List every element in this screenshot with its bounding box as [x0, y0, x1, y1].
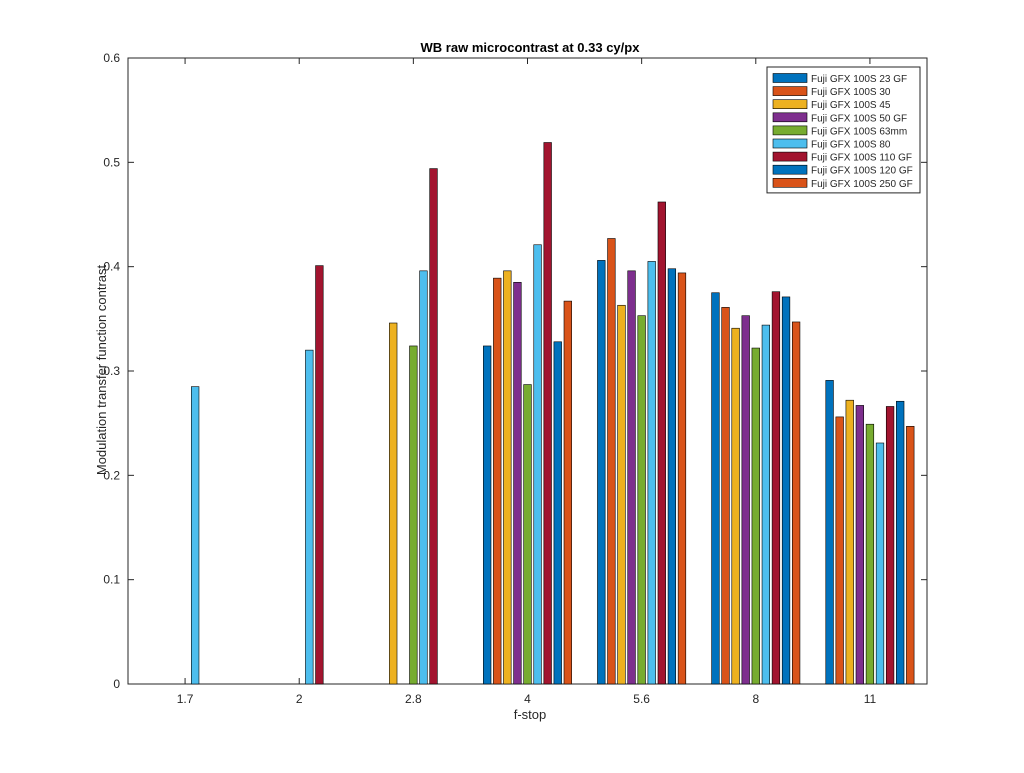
chart-title: WB raw microcontrast at 0.33 cy/px: [421, 40, 641, 55]
y-tick-label: 0.1: [103, 573, 120, 587]
bar-8-series-4: [741, 315, 750, 685]
bar-5.6-series-2: [607, 238, 616, 685]
legend-swatch: [772, 125, 808, 136]
y-tick-label: 0.5: [103, 155, 120, 169]
bar-11-series-3: [845, 399, 854, 685]
legend-label: Fuji GFX 100S 80: [811, 140, 891, 151]
bar-11-series-8: [896, 400, 905, 685]
bar-5.6-series-3: [617, 304, 626, 685]
bar-11-series-1: [825, 380, 834, 685]
bar-5.6-series-7: [657, 201, 666, 685]
bar-4-series-8: [553, 341, 562, 685]
bar-8-series-2: [721, 307, 730, 685]
legend-swatch: [772, 86, 808, 96]
legend-swatch: [772, 73, 808, 83]
x-tick-label: 2: [296, 692, 303, 706]
bar-8-series-8: [781, 296, 791, 685]
bar-2.8-series-3: [389, 322, 398, 685]
bar-1.7-series-6: [191, 386, 200, 685]
bar-2.8-series-5: [409, 345, 418, 685]
legend-swatch: [772, 164, 808, 175]
legend-label: Fuji GFX 100S 30: [811, 87, 891, 98]
bar-4-series-5: [523, 384, 532, 685]
bar-5.6-series-5: [637, 315, 646, 685]
legend-label: Fuji GFX 100S 23 GF: [811, 74, 907, 85]
y-tick-label: 0.2: [103, 468, 120, 482]
bar-8-series-5: [751, 347, 760, 685]
legend-label: Fuji GFX 100S 63mm: [811, 126, 907, 137]
x-tick-label: 11: [864, 692, 877, 706]
x-tick-label: 2.8: [405, 692, 422, 706]
bar-11-series-7: [885, 406, 895, 685]
bar-4-series-1: [483, 345, 492, 685]
bar-8-series-1: [711, 292, 720, 685]
bar-8-series-9: [791, 321, 801, 685]
bar-8-series-7: [771, 291, 781, 685]
bar-5.6-series-8: [667, 268, 677, 685]
y-axis-label: Modulation transfer function contrast: [94, 264, 109, 475]
bar-11-series-6: [875, 442, 885, 685]
bar-2.8-series-6: [419, 270, 428, 685]
bar-4-series-4: [513, 282, 522, 685]
x-tick-label: 8: [752, 692, 759, 706]
legend-label: Fuji GFX 100S 45: [811, 100, 891, 111]
bar-5.6-series-4: [627, 270, 636, 685]
legend-swatch: [772, 112, 808, 123]
bar-5.6-series-6: [647, 261, 656, 685]
y-tick-label: 0.3: [103, 364, 120, 378]
bar-4-series-3: [503, 270, 512, 685]
bar-2-series-7: [315, 265, 324, 685]
x-tick-label: 5.6: [633, 692, 650, 706]
legend-label: Fuji GFX 100S 110 GF: [811, 153, 912, 164]
y-tick-label: 0: [113, 677, 120, 691]
x-axis-label: f-stop: [514, 707, 547, 722]
legend-label: Fuji GFX 100S 250 GF: [811, 179, 913, 190]
bar-11-series-4: [855, 405, 864, 685]
x-tick-label: 1.7: [177, 692, 194, 706]
legend-swatch: [772, 138, 808, 149]
legend-swatch: [772, 178, 808, 188]
legend-swatch: [772, 151, 808, 162]
bar-2.8-series-7: [429, 168, 438, 685]
legend-label: Fuji GFX 100S 120 GF: [811, 166, 913, 177]
x-tick-label: 4: [524, 692, 531, 706]
bar-4-series-2: [493, 277, 502, 685]
bar-4-series-6: [533, 244, 542, 685]
bar-4-series-7: [543, 142, 552, 685]
bar-4-series-9: [563, 300, 572, 685]
y-tick-label: 0.6: [103, 51, 120, 65]
bar-11-series-2: [835, 416, 844, 685]
bar-2-series-6: [305, 349, 314, 685]
legend-swatch: [772, 99, 808, 109]
bar-5.6-series-1: [597, 260, 606, 685]
bar-8-series-3: [731, 327, 740, 685]
legend-label: Fuji GFX 100S 50 GF: [811, 113, 907, 124]
bar-5.6-series-9: [677, 272, 687, 685]
bar-11-series-9: [906, 425, 915, 685]
bar-8-series-6: [761, 324, 770, 685]
y-tick-label: 0.4: [103, 260, 120, 274]
bar-11-series-5: [865, 423, 875, 685]
